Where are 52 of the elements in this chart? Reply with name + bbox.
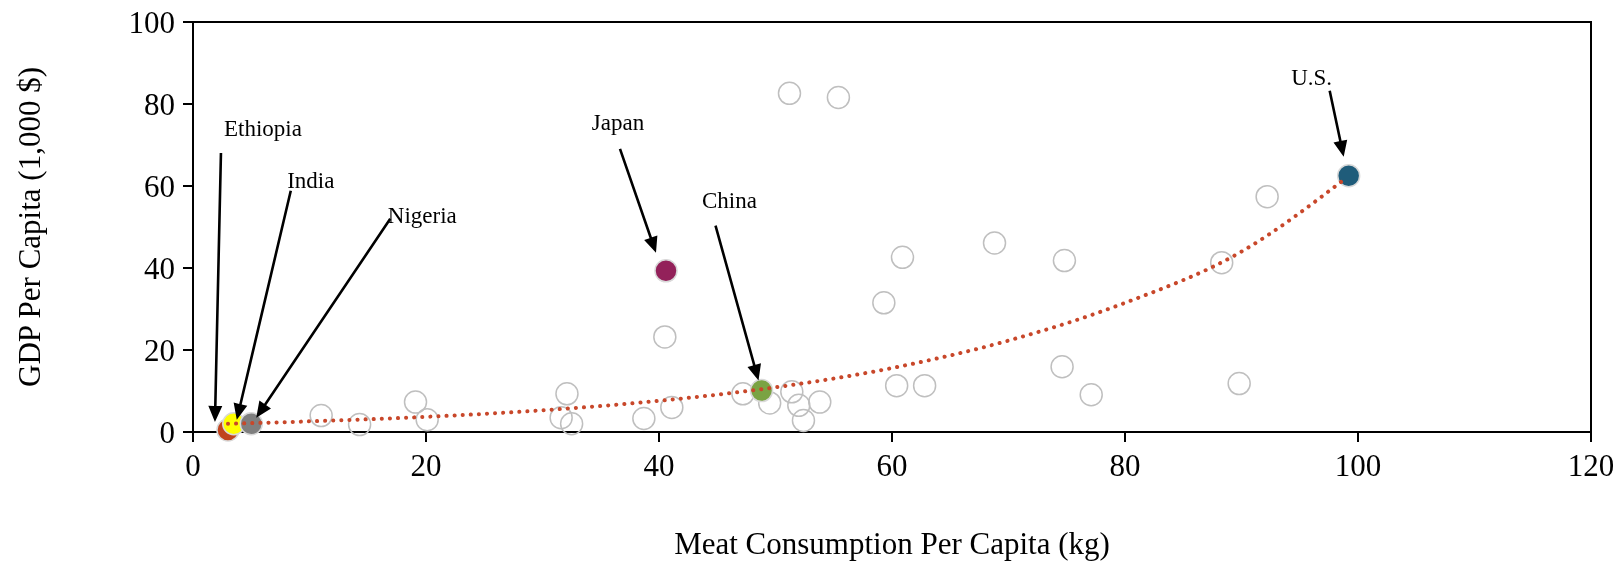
x-tick-label: 120 bbox=[1567, 448, 1615, 483]
point bbox=[347, 412, 372, 437]
point bbox=[1052, 248, 1077, 273]
annotation: U.S. bbox=[1291, 64, 1333, 90]
y-tick-label: 0 bbox=[159, 415, 175, 450]
point bbox=[787, 393, 811, 418]
point bbox=[559, 412, 584, 436]
point bbox=[1336, 164, 1361, 188]
point bbox=[1079, 382, 1103, 407]
annotation: Ethiopia bbox=[223, 115, 302, 141]
x-tick-label: 20 bbox=[410, 448, 442, 483]
point bbox=[1227, 371, 1251, 396]
x-tick-label: 0 bbox=[185, 448, 201, 483]
x-tick-label: 80 bbox=[1109, 448, 1141, 483]
annotation: Japan bbox=[591, 109, 645, 135]
point bbox=[731, 382, 755, 406]
x-tick-label: 40 bbox=[643, 448, 675, 483]
point bbox=[808, 390, 832, 414]
point bbox=[777, 81, 802, 106]
point bbox=[309, 403, 333, 428]
point bbox=[653, 325, 677, 349]
point bbox=[660, 395, 684, 420]
point bbox=[872, 291, 896, 315]
point bbox=[555, 382, 579, 406]
x-tick-label: 100 bbox=[1334, 448, 1382, 483]
point bbox=[403, 390, 428, 414]
x-axis-title: Meat Consumption Per Capita (kg) bbox=[674, 526, 1110, 561]
point bbox=[632, 406, 656, 431]
point bbox=[912, 373, 937, 398]
point bbox=[757, 391, 782, 415]
point bbox=[654, 259, 678, 283]
point bbox=[780, 380, 804, 404]
annotation: China bbox=[702, 187, 757, 213]
point bbox=[415, 407, 439, 432]
y-tick-label: 20 bbox=[144, 333, 175, 368]
y-tick-label: 60 bbox=[144, 169, 175, 204]
point bbox=[884, 373, 909, 398]
point bbox=[982, 231, 1007, 255]
annotation: India bbox=[287, 167, 335, 193]
point bbox=[549, 405, 573, 430]
point bbox=[890, 245, 915, 270]
point bbox=[791, 408, 816, 433]
point bbox=[826, 85, 851, 110]
y-tick-label: 40 bbox=[144, 251, 175, 286]
x-tick-label: 60 bbox=[876, 448, 908, 483]
y-tick-label: 80 bbox=[144, 87, 175, 122]
point bbox=[1050, 355, 1074, 379]
point bbox=[1255, 184, 1279, 209]
annotation: Nigeria bbox=[387, 202, 457, 228]
point bbox=[1209, 250, 1234, 275]
y-tick-label: 100 bbox=[128, 5, 175, 40]
y-axis-title: GDP Per Capita (1,000 $) bbox=[12, 66, 47, 388]
